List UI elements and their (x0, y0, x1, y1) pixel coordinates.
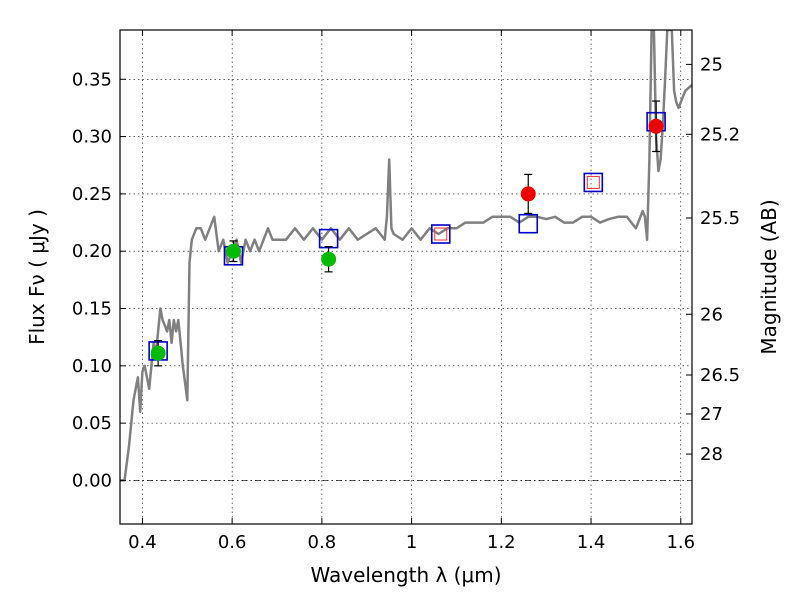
y-tick-label: 0.30 (72, 127, 112, 148)
plot-frame (119, 29, 693, 525)
model-flux-square (518, 213, 539, 234)
y2-tick-label: 25.2 (700, 124, 740, 145)
y-tick-label: 0.15 (72, 299, 112, 320)
upper-limit-square (586, 175, 600, 189)
plot-background (120, 30, 692, 524)
observed-flux-point (648, 118, 664, 134)
x-tick-label: 1.2 (487, 532, 516, 553)
observed-flux-point (520, 186, 536, 202)
y2-axis-label: Magnitude (AB) (757, 199, 781, 354)
y2-tick-label: 25.5 (700, 208, 740, 229)
data-layer (120, 30, 692, 482)
x-tick-label: 1 (406, 532, 417, 553)
y-tick-label: 0.00 (72, 470, 112, 491)
y2-tick-label: 28 (700, 444, 723, 465)
y2-tick-label: 27 (700, 404, 723, 425)
model-spectrum-line (120, 30, 692, 482)
y-tick-label: 0.20 (72, 241, 112, 262)
x-tick-label: 1.6 (666, 532, 695, 553)
y-axis-label: Flux Fν ( μJy ) (25, 209, 49, 345)
y-tick-label: 0.25 (72, 184, 112, 205)
x-tick-label: 1.4 (577, 532, 606, 553)
observed-flux-point (226, 243, 242, 259)
upper-limit-square (434, 227, 448, 241)
y-tick-label: 0.35 (72, 69, 112, 90)
model-flux-square (430, 224, 451, 244)
x-tick-label: 0.6 (218, 532, 247, 553)
x-axis-label: Wavelength λ (μm) (310, 563, 501, 587)
y-tick-label: 0.10 (72, 356, 112, 377)
y2-tick-label: 26 (700, 304, 723, 325)
observed-flux-point (321, 251, 337, 267)
x-tick-label: 0.4 (128, 532, 157, 553)
x-tick-label: 0.8 (308, 532, 337, 553)
ticks: 0.4 0.6 0.8 1 1.2 1.4 1.6 0.00 0.05 0.10 0.15 0.20 0… (72, 30, 740, 553)
y-tick-label: 0.05 (72, 413, 112, 434)
model-flux-square (583, 172, 604, 193)
y2-tick-label: 25 (700, 54, 723, 75)
observed-flux-point (150, 345, 166, 361)
y2-tick-label: 26.5 (700, 365, 740, 386)
